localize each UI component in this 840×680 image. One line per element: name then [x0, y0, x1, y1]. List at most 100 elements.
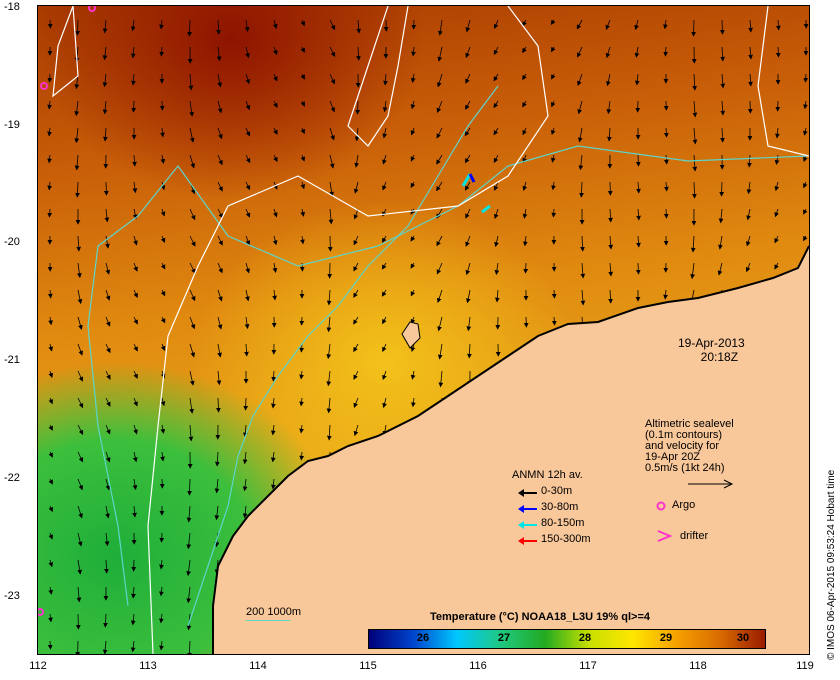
- velocity-arrow: [437, 46, 443, 62]
- velocity-arrow: [353, 289, 359, 298]
- legend-arrow-icon: [518, 505, 537, 513]
- velocity-arrow: [326, 343, 332, 360]
- velocity-arrow: [217, 100, 223, 114]
- velocity-arrow: [272, 289, 277, 301]
- velocity-arrow: [522, 19, 527, 27]
- velocity-arrow: [76, 235, 82, 252]
- velocity-arrow: [551, 73, 556, 80]
- velocity-arrow: [353, 343, 359, 353]
- velocity-arrow: [105, 478, 111, 491]
- velocity-arrow: [381, 262, 387, 270]
- velocity-arrow: [47, 154, 52, 164]
- velocity-arrow: [720, 127, 725, 143]
- velocity-arrow: [493, 19, 499, 30]
- velocity-arrow: [745, 235, 751, 247]
- velocity-arrow: [48, 532, 54, 540]
- argo-icon: [656, 501, 666, 511]
- velocity-arrow: [353, 235, 359, 246]
- velocity-arrow: [606, 127, 612, 142]
- velocity-arrow: [217, 181, 223, 192]
- velocity-arrow: [493, 100, 499, 109]
- velocity-arrow: [803, 73, 809, 83]
- velocity-arrow: [102, 127, 108, 142]
- velocity-arrow: [271, 370, 276, 382]
- velocity-arrow: [77, 397, 84, 409]
- velocity-arrow: [436, 127, 443, 139]
- velocity-arrow: [464, 154, 471, 164]
- velocity-arrow: [692, 127, 698, 145]
- velocity-arrow: [411, 46, 416, 57]
- velocity-arrow: [776, 19, 781, 31]
- velocity-arrow: [217, 262, 223, 274]
- velocity-arrow: [132, 181, 138, 194]
- velocity-arrow: [216, 19, 221, 35]
- velocity-arrow: [634, 19, 639, 31]
- velocity-arrow: [410, 154, 416, 162]
- velocity-arrow: [214, 478, 220, 494]
- velocity-arrow: [802, 127, 808, 136]
- velocity-arrow: [411, 397, 416, 408]
- velocity-arrow: [410, 289, 416, 297]
- velocity-arrow: [189, 100, 194, 117]
- velocity-arrow: [133, 316, 138, 325]
- velocity-arrow: [74, 154, 80, 171]
- velocity-arrow: [272, 262, 278, 273]
- velocity-arrow: [159, 19, 164, 30]
- velocity-arrow: [244, 19, 250, 32]
- velocity-arrow: [160, 451, 165, 462]
- drifter-icon: [657, 530, 672, 542]
- velocity-arrow: [217, 235, 223, 246]
- velocity-arrow: [608, 235, 614, 250]
- velocity-arrow: [663, 19, 668, 30]
- velocity-arrow: [691, 19, 697, 37]
- velocity-arrow: [48, 559, 54, 568]
- velocity-arrow: [132, 154, 137, 167]
- velocity-arrow: [159, 559, 164, 570]
- velocity-arrow: [437, 316, 443, 332]
- velocity-arrow: [217, 127, 223, 140]
- velocity-arrow: [245, 235, 251, 246]
- velocity-arrow: [243, 397, 249, 411]
- velocity-arrows: [47, 19, 809, 654]
- velocity-arrow: [186, 505, 192, 523]
- velocity-arrow: [329, 127, 335, 141]
- velocity-arrow: [217, 73, 223, 88]
- velocity-arrow: [353, 181, 359, 194]
- velocity-arrow: [105, 370, 111, 380]
- velocity-arrow: [299, 451, 305, 461]
- island: [401, 321, 421, 349]
- sealevel-contour: [52, 6, 79, 98]
- legend-title: ANMN 12h av.: [512, 469, 583, 481]
- argo-label: Argo: [672, 499, 696, 511]
- velocity-arrow: [159, 586, 164, 597]
- velocity-arrow: [326, 316, 332, 333]
- colorbar-tick: 27: [497, 632, 511, 644]
- sealevel-contour: [757, 6, 809, 157]
- velocity-arrow: [329, 181, 335, 197]
- velocity-arrow: [436, 181, 443, 192]
- velocity-arrow: [133, 235, 138, 246]
- velocity-arrow: [272, 235, 278, 246]
- velocity-arrow: [608, 262, 614, 277]
- velocity-arrow: [300, 46, 305, 53]
- velocity-arrow: [189, 316, 196, 330]
- velocity-arrow: [410, 100, 416, 110]
- legend-label: 80-150m: [541, 517, 585, 529]
- x-tick: 118: [689, 660, 707, 672]
- velocity-arrow: [663, 154, 669, 165]
- velocity-arrow: [189, 235, 196, 247]
- velocity-arrow: [131, 586, 136, 599]
- velocity-arrow: [133, 370, 138, 379]
- velocity-arrow: [74, 100, 80, 117]
- velocity-arrow: [76, 262, 82, 279]
- legend-label: 30-80m: [541, 501, 579, 513]
- velocity-arrow: [719, 19, 725, 35]
- velocity-arrow: [130, 19, 136, 32]
- legend-label: 150-300m: [541, 533, 591, 545]
- velocity-arrow: [300, 208, 306, 217]
- velocity-arrow: [105, 451, 111, 463]
- velocity-arrow: [189, 262, 196, 274]
- x-tick: 115: [359, 660, 377, 672]
- velocity-arrow: [580, 262, 586, 279]
- velocity-arrow: [410, 127, 416, 136]
